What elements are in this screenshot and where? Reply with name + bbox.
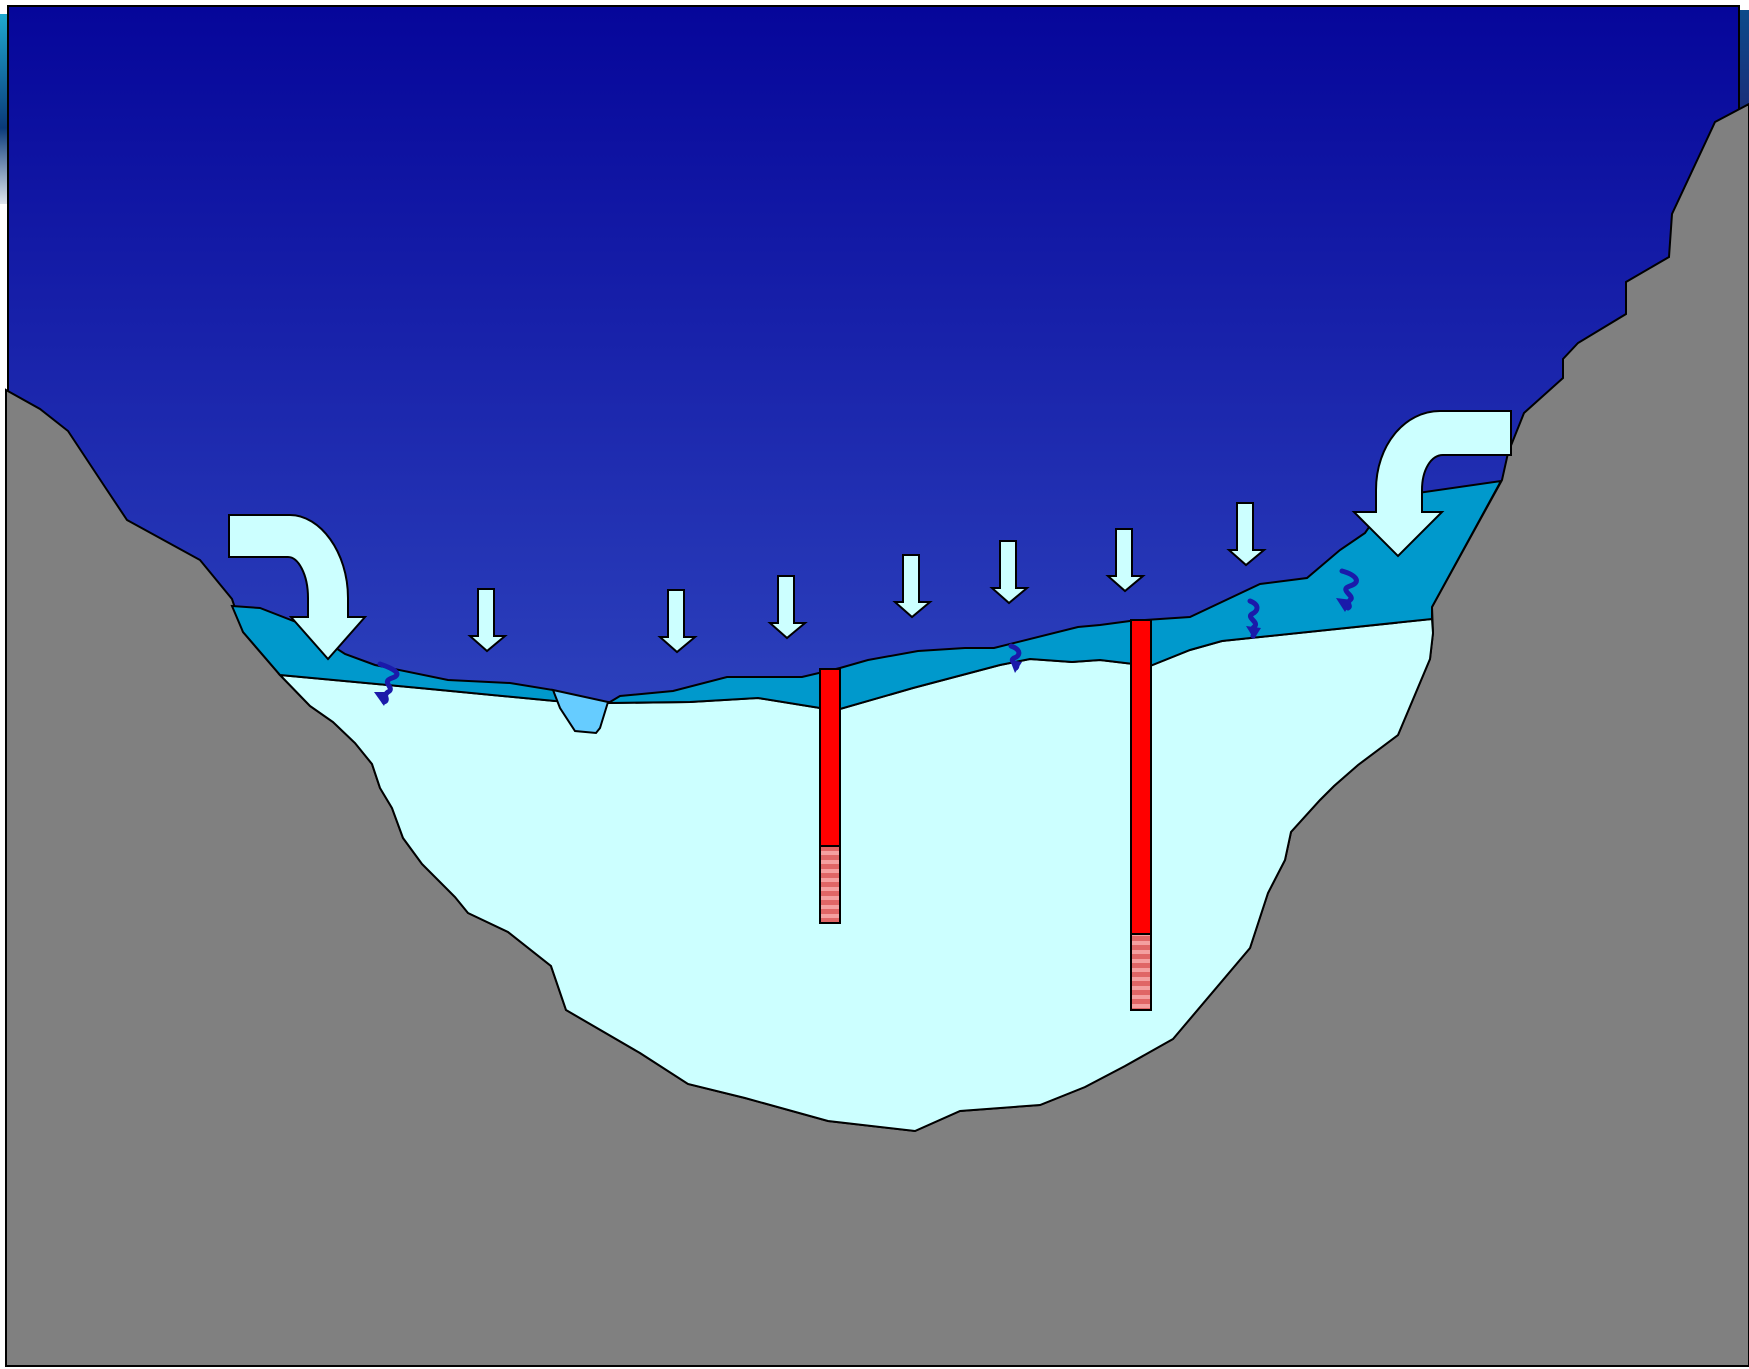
recharge-arrow — [467, 588, 508, 653]
left-edge-sliver — [0, 14, 8, 204]
well-left — [819, 668, 841, 924]
well-casing — [819, 668, 841, 847]
recharge-arrow — [989, 540, 1030, 605]
runoff-arrow-right — [1351, 410, 1512, 558]
recharge-arrow — [1105, 528, 1146, 593]
infiltration-squiggle — [1336, 568, 1359, 612]
recharge-arrow — [1226, 502, 1267, 567]
runoff-arrow-left — [228, 514, 368, 661]
well-screen — [1130, 933, 1152, 1011]
infiltration-squiggles — [374, 568, 1359, 706]
right-edge-sliver — [1738, 10, 1749, 110]
recharge-arrow — [767, 575, 808, 640]
recharge-arrow — [657, 589, 698, 654]
well-right — [1130, 619, 1152, 1011]
recharge-arrow — [892, 554, 933, 619]
infiltration-squiggle — [1246, 598, 1261, 639]
well-screen — [819, 845, 841, 924]
stream — [551, 688, 610, 735]
wells — [819, 619, 1152, 1011]
runoff-arrows — [228, 410, 1512, 661]
infiltration-squiggle — [374, 661, 400, 706]
recharge-arrows — [467, 502, 1267, 654]
infiltration-squiggle — [1008, 643, 1022, 673]
well-casing — [1130, 619, 1152, 935]
